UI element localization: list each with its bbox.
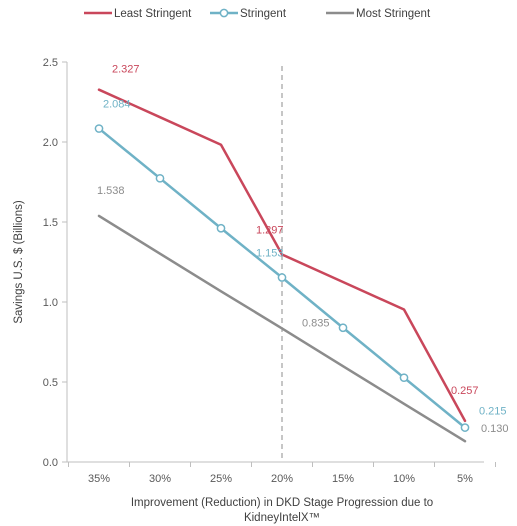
x-tick-label: 15% [332, 473, 354, 485]
data-label: 1.153 [256, 248, 284, 260]
series-point [399, 373, 409, 383]
series-point [460, 423, 470, 432]
series-point [155, 173, 165, 183]
x-axis-title-line-2: KidneyIntelX™ [244, 512, 320, 524]
y-tick-label: 1.0 [43, 297, 58, 309]
data-label: 2.327 [112, 64, 140, 76]
data-label: 0.130 [481, 423, 509, 435]
series-line-least-stringent [97, 88, 467, 423]
y-tick-label: 1.5 [43, 217, 58, 229]
series-point [277, 273, 287, 282]
y-tick-label: 0.0 [43, 457, 58, 469]
series-point [94, 124, 104, 133]
x-tick-label: 10% [393, 473, 415, 485]
y-axis-title: Savings U.S. $ (Billions) [13, 200, 25, 324]
data-label: 0.257 [451, 385, 479, 397]
data-label: 2.084 [103, 99, 131, 111]
series-line-most-stringent [97, 214, 467, 443]
legend: Least Stringent Stringent Most Stringent [84, 8, 431, 20]
x-tick-label: 30% [149, 473, 171, 485]
series-group [94, 88, 470, 443]
x-tick-label: 5% [457, 473, 473, 485]
data-labels: 2.327 1.297 0.257 2.084 1.153 0.215 1.538 0.835… [97, 64, 509, 436]
data-label: 1.297 [256, 224, 284, 236]
x-tick-label: 35% [88, 473, 110, 485]
x-tick-label: 20% [271, 473, 293, 485]
y-tick-label: 0.5 [43, 377, 58, 389]
axes: 0.0 0.5 1.0 1.5 2.0 2.5 35% 30% 25% 20% 15% 10% 5% [43, 57, 496, 485]
series-point [338, 323, 348, 333]
y-tick-label: 2.0 [43, 137, 58, 149]
legend-label: Stringent [240, 8, 287, 20]
legend-marker [219, 8, 229, 18]
data-label: 0.835 [302, 317, 330, 329]
y-tick-label: 2.5 [43, 57, 58, 69]
x-axis-title-line-1: Improvement (Reduction) in DKD Stage Pro… [131, 497, 433, 509]
data-label: 1.538 [97, 185, 125, 197]
legend-label: Least Stringent [114, 8, 192, 20]
legend-label: Most Stringent [356, 8, 431, 20]
data-label: 0.215 [479, 406, 507, 418]
x-tick-label: 25% [210, 473, 232, 485]
series-point [216, 223, 226, 233]
